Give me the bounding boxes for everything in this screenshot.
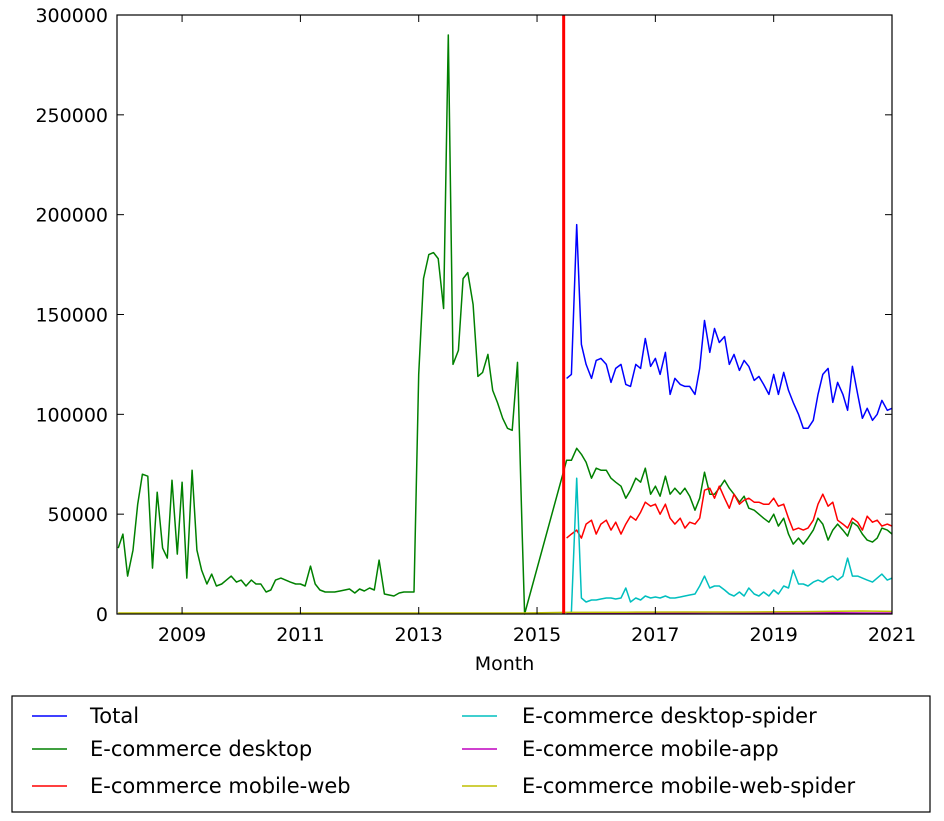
legend-label: E-commerce desktop-spider — [522, 704, 817, 728]
legend-entry-total: Total — [32, 704, 139, 728]
legend-label: E-commerce mobile-app — [522, 737, 779, 761]
legend-entry-e-commerce-desktop-spider: E-commerce desktop-spider — [462, 704, 817, 728]
y-tick-label: 50000 — [48, 504, 108, 526]
plot-frame — [116, 14, 893, 615]
series-line-e-commerce-desktop-spider — [566, 477, 893, 615]
series-line-e-commerce-desktop — [117, 34, 893, 615]
legend-label: E-commerce desktop — [90, 737, 312, 761]
x-tick-label: 2011 — [276, 624, 324, 646]
legend-label: Total — [89, 704, 139, 728]
y-tick-label: 100000 — [35, 404, 108, 426]
y-tick-label: 0 — [96, 604, 108, 626]
y-axis: 0 50000 100000 150000 200000 250000 300000 — [35, 5, 892, 626]
y-tick-label: 150000 — [35, 305, 108, 327]
y-tick-label: 300000 — [35, 5, 108, 27]
plot-lines — [117, 34, 893, 615]
legend-entry-e-commerce-mobile-app: E-commerce mobile-app — [462, 737, 779, 761]
series-line-e-commerce-mobile-web — [566, 485, 893, 539]
x-axis: 2009 2011 2013 2015 2017 2019 2021 — [158, 15, 916, 646]
legend-label: E-commerce mobile-web — [90, 774, 351, 798]
legend-entry-e-commerce-desktop: E-commerce desktop — [32, 737, 312, 761]
x-tick-label: 2021 — [868, 624, 916, 646]
legend-label: E-commerce mobile-web-spider — [522, 774, 856, 798]
y-tick-label: 250000 — [35, 105, 108, 127]
x-tick-label: 2013 — [395, 624, 443, 646]
series-line-e-commerce-mobile-web-spider — [118, 610, 893, 614]
legend: Total E-commerce desktop E-commerce mobile… — [11, 695, 931, 813]
x-tick-label: 2009 — [158, 624, 206, 646]
y-tick-label: 200000 — [35, 205, 108, 227]
series-line-total — [566, 223, 893, 430]
x-axis-label: Month — [475, 653, 535, 675]
legend-entry-e-commerce-mobile-web-spider: E-commerce mobile-web-spider — [462, 774, 856, 798]
x-tick-label: 2017 — [631, 624, 679, 646]
x-tick-label: 2015 — [513, 624, 561, 646]
legend-entry-e-commerce-mobile-web: E-commerce mobile-web — [32, 774, 351, 798]
x-tick-label: 2019 — [749, 624, 797, 646]
